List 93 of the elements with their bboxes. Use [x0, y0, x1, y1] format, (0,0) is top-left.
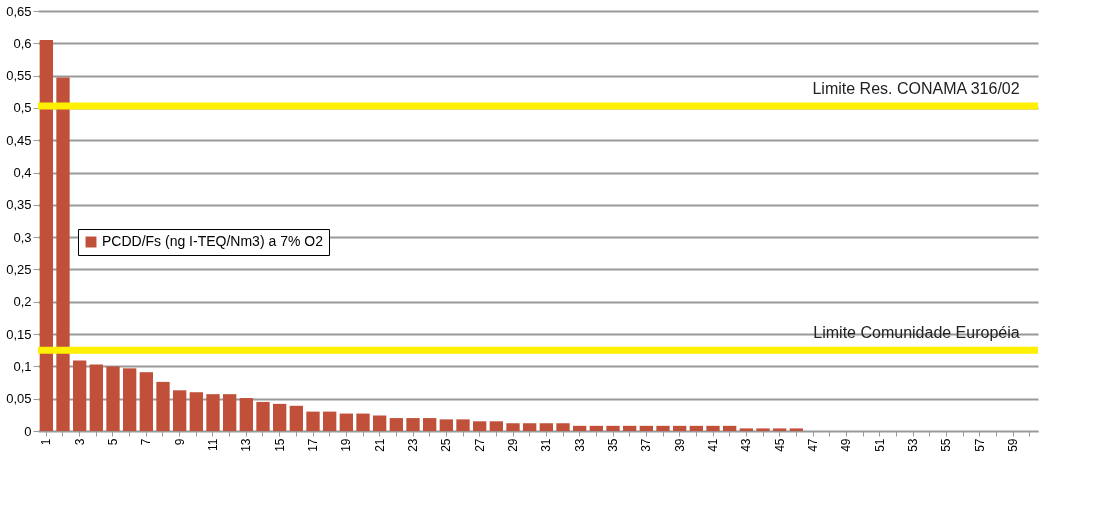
bar [56, 77, 70, 431]
bar [556, 423, 570, 431]
x-tick-label: 25 [439, 438, 454, 452]
bar [623, 425, 637, 431]
ref-line-label: Limite Comunidade Européia [813, 324, 1020, 342]
x-tick-label: 13 [239, 438, 254, 452]
bar [539, 423, 553, 431]
bar [673, 425, 687, 431]
y-tick-label: 0,5 [13, 100, 32, 116]
y-tick-label: 0,3 [13, 229, 32, 245]
legend-label: PCDD/Fs (ng I-TEQ/Nm3) a 7% O2 [102, 233, 324, 249]
x-tick-label: 27 [472, 438, 487, 452]
x-tick-label: 59 [1006, 438, 1020, 452]
y-tick-label: 0,25 [6, 261, 32, 277]
y-tick-label: 0,35 [6, 197, 32, 213]
x-tick-label: 23 [406, 438, 420, 452]
x-tick-label: 15 [272, 438, 287, 452]
bar [289, 405, 303, 431]
bar [656, 425, 670, 431]
y-tick-label: 0,4 [13, 165, 32, 181]
x-tick-label: 57 [972, 438, 987, 452]
bar [156, 381, 170, 431]
bar [706, 425, 720, 431]
x-tick-label: 51 [872, 438, 887, 452]
bar [723, 425, 737, 431]
x-tick-label: 55 [939, 438, 954, 452]
x-tick-label: 29 [506, 438, 520, 452]
bar [339, 413, 353, 431]
bar [39, 40, 53, 431]
bar [389, 418, 403, 431]
bar [73, 360, 87, 431]
bar [223, 394, 237, 431]
x-tick-label: 53 [906, 438, 920, 452]
y-tick-label: 0,05 [6, 391, 32, 407]
bar [89, 364, 103, 431]
bar [406, 418, 420, 431]
bar [439, 419, 453, 431]
x-tick-label: 39 [672, 438, 687, 452]
bar [606, 425, 620, 431]
x-tick-label: 49 [839, 438, 854, 452]
x-tick-label: 35 [606, 438, 620, 452]
bar [423, 418, 437, 431]
y-tick-label: 0,2 [13, 294, 32, 310]
bar [773, 428, 787, 431]
x-tick-label: 3 [72, 438, 87, 446]
x-tick-label: 45 [772, 438, 787, 452]
bar [639, 425, 653, 431]
bar [689, 425, 703, 431]
bar [273, 403, 287, 431]
bar [239, 398, 253, 431]
y-tick-label: 0,55 [6, 68, 32, 84]
bar [256, 401, 270, 431]
x-tick-label: 37 [639, 438, 654, 452]
y-tick-label: 0,65 [6, 3, 32, 19]
y-tick-label: 0,15 [6, 326, 32, 342]
y-tick-label: 0,45 [6, 132, 32, 148]
bar [456, 419, 470, 431]
bar [589, 425, 603, 431]
bar [573, 425, 587, 431]
x-tick-label: 33 [572, 438, 587, 452]
y-tick-label: 0,1 [13, 358, 32, 374]
x-tick-label: 31 [539, 438, 554, 452]
x-tick-label: 21 [372, 438, 387, 452]
x-tick-label: 43 [739, 438, 754, 452]
x-tick-label: 41 [706, 438, 720, 452]
y-tick-label: 0,6 [13, 35, 32, 51]
bar [139, 372, 153, 431]
x-tick-label: 9 [172, 438, 187, 446]
x-tick-label: 1 [39, 438, 54, 446]
bar [323, 411, 337, 431]
bar [473, 421, 487, 431]
x-tick-label: 11 [206, 438, 220, 451]
x-tick-label: 7 [139, 438, 154, 446]
bar [106, 366, 120, 431]
bar [173, 390, 187, 431]
bar [789, 428, 803, 431]
x-tick-label: 5 [106, 438, 120, 446]
bar [306, 411, 320, 431]
bar [206, 394, 220, 431]
x-tick-label: 19 [339, 438, 354, 452]
bar [489, 421, 503, 431]
bar [373, 415, 387, 431]
x-tick-label: 17 [306, 438, 320, 452]
bar [123, 368, 137, 431]
bar [756, 428, 770, 431]
y-tick-label: 0 [24, 423, 32, 439]
bar [739, 428, 753, 431]
x-tick-label: 47 [806, 438, 820, 452]
ref-line-label: Limite Res. CONAMA 316/02 [812, 79, 1020, 97]
bar [356, 413, 370, 431]
bar [523, 423, 537, 431]
bar [506, 423, 520, 431]
bar [189, 392, 203, 431]
